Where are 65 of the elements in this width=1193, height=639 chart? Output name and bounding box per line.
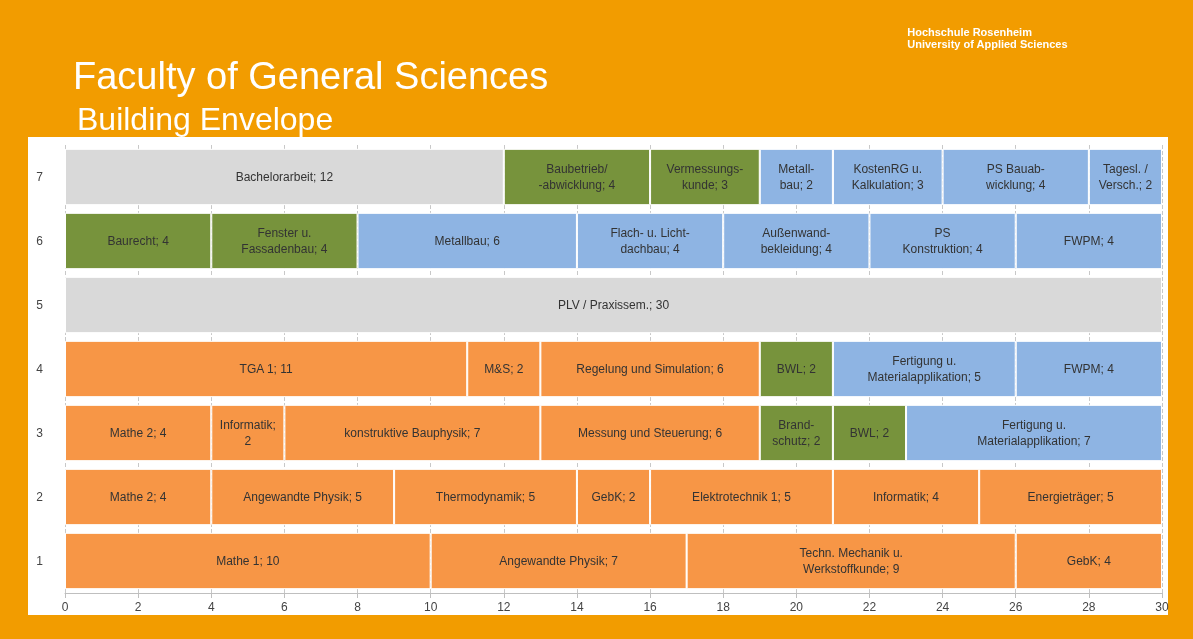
x-tick-label: 24 — [935, 600, 950, 614]
data-label: Fenster u. Fassadenbau; 4 — [241, 226, 328, 256]
data-label: Thermodynamik; 5 — [435, 490, 536, 504]
x-tick-label: 28 — [1082, 600, 1096, 614]
x-tick-label: 18 — [716, 600, 731, 614]
y-tick-label: 5 — [36, 298, 44, 312]
x-tick-label: 22 — [862, 600, 877, 614]
data-label: Elektrotechnik 1; 5 — [692, 490, 792, 504]
data-label: Informatik; 2 — [219, 418, 276, 448]
data-label: GebK; 4 — [1066, 554, 1112, 568]
data-label: Brand- schutz; 2 — [772, 418, 821, 448]
data-label: Flach- u. Licht- dachbau; 4 — [610, 226, 690, 256]
data-label: Angewandte Physik; 5 — [243, 490, 363, 504]
data-label: Außenwand- bekleidung; 4 — [760, 226, 833, 256]
data-label: Techn. Mechanik u. Werkstoffkunde; 9 — [799, 546, 903, 576]
data-label: BWL; 2 — [849, 426, 890, 440]
x-tick-label: 0 — [61, 600, 69, 614]
x-tick-label: 2 — [134, 600, 142, 614]
data-label: Regelung und Simulation; 6 — [576, 362, 725, 376]
x-tick-label: 4 — [207, 600, 215, 614]
data-label: Energieträger; 5 — [1027, 490, 1114, 504]
data-label: PLV / Praxissem.; 30 — [557, 298, 670, 312]
data-label: Mathe 2; 4 — [109, 426, 167, 440]
data-label: M&S; 2 — [484, 362, 524, 376]
data-label: Fertigung u. Materialapplikation; 5 — [867, 354, 982, 384]
chart-title: Faculty of General Sciences — [73, 55, 549, 97]
data-label: Metallbau; 6 — [434, 234, 501, 248]
data-label: TGA 1; 11 — [239, 362, 294, 376]
data-label: Baubetrieb/ -abwicklung; 4 — [538, 162, 616, 192]
y-tick-label: 3 — [36, 426, 44, 440]
x-tick-label: 12 — [497, 600, 511, 614]
bar — [65, 276, 1162, 334]
y-tick-label: 1 — [36, 554, 44, 568]
data-label: Mathe 1; 10 — [216, 554, 280, 568]
data-label: FWPM; 4 — [1063, 362, 1115, 376]
x-tick-label: 14 — [570, 600, 584, 614]
data-label: FWPM; 4 — [1063, 234, 1115, 248]
data-label: PS Konstruktion; 4 — [902, 226, 983, 256]
data-label: Tagesl. / Versch.; 2 — [1098, 162, 1153, 192]
data-label: Metall- bau; 2 — [778, 162, 815, 192]
data-label: Messung und Steuerung; 6 — [578, 426, 723, 440]
x-tick-label: 8 — [354, 600, 362, 614]
data-label: GebK; 2 — [591, 490, 636, 504]
data-label: Informatik; 4 — [873, 490, 940, 504]
x-tick-label: 16 — [643, 600, 658, 614]
text: Hochschule Rosenheim University of Applied Sciences — [907, 26, 1068, 50]
data-label: Mathe 2; 4 — [109, 490, 167, 504]
x-tick-label: 20 — [789, 600, 804, 614]
y-tick-label: 6 — [36, 234, 44, 248]
data-label: Vermessungs- kunde; 3 — [666, 162, 744, 192]
data-label: BWL; 2 — [776, 362, 817, 376]
data-label: Baurecht; 4 — [107, 234, 170, 248]
data-label: KostenRG u. Kalkulation; 3 — [851, 162, 925, 192]
data-label: Fertigung u. Materialapplikation; 7 — [977, 418, 1092, 448]
x-tick-label: 6 — [281, 600, 289, 614]
data-label: Bachelorarbeit; 12 — [235, 170, 334, 184]
x-tick-label: 10 — [423, 600, 438, 614]
chart-subtitle: Building Envelope — [77, 101, 334, 137]
y-tick-label: 2 — [36, 490, 44, 504]
data-label: konstruktive Bauphysik; 7 — [344, 426, 481, 440]
y-tick-label: 4 — [36, 362, 44, 376]
data-label: Angewandte Physik; 7 — [499, 554, 619, 568]
y-tick-label: 7 — [36, 170, 44, 184]
x-tick-label: 26 — [1009, 600, 1023, 614]
data-label: PS Bauab- wicklung; 4 — [985, 162, 1046, 192]
